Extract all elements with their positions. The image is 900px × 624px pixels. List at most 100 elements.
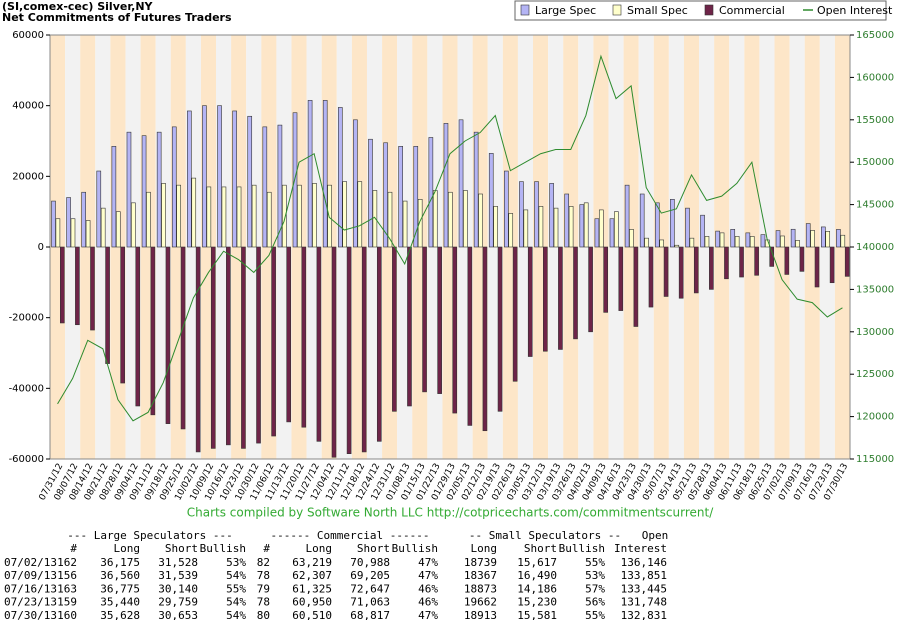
legend-label: Small Spec (627, 4, 688, 17)
bar (780, 235, 785, 248)
bar (609, 218, 615, 248)
bar (654, 202, 660, 248)
bar (538, 206, 544, 248)
table-cell: 133,445 (621, 582, 667, 595)
bar (286, 246, 292, 423)
table-cell: 53% (585, 569, 605, 582)
bar (709, 246, 714, 290)
bar (135, 246, 141, 407)
bar (829, 246, 835, 284)
bar (150, 246, 156, 416)
bar (312, 183, 317, 248)
table-cell: 60,510 (292, 609, 332, 620)
bar (543, 246, 548, 352)
bar (504, 170, 509, 248)
bar (422, 246, 427, 393)
bar (256, 246, 261, 444)
bar (448, 191, 453, 248)
bar (784, 246, 790, 275)
bar (342, 181, 347, 248)
bar (277, 124, 283, 248)
bar (171, 126, 177, 248)
table-cell: 55% (226, 582, 246, 595)
bar (693, 246, 699, 294)
table-cell: 31,528 (158, 556, 198, 569)
bar (432, 190, 438, 248)
bar (799, 246, 805, 272)
table-cell: 54% (226, 609, 246, 620)
bar (307, 100, 313, 248)
bar (165, 246, 171, 424)
bar (353, 119, 358, 248)
legend-swatch (612, 4, 622, 16)
bar (372, 190, 378, 248)
bar (180, 246, 186, 430)
bar (398, 146, 403, 248)
y2-tick-label: 155000 (856, 115, 894, 126)
bar (236, 186, 242, 248)
y2-tick-label: 165000 (856, 30, 894, 41)
table-cell: 162 (57, 556, 77, 569)
bar (232, 110, 237, 248)
bar (553, 207, 559, 248)
legend-label: Open Interest (817, 4, 893, 17)
bar (327, 184, 332, 248)
table-cell: 55% (585, 609, 605, 620)
bar (191, 177, 197, 248)
bar (473, 131, 479, 248)
bar (120, 246, 125, 384)
bar (478, 193, 483, 248)
bar (821, 226, 826, 248)
table-cell: 78 (257, 596, 270, 609)
table-column: Bullish (392, 542, 438, 555)
table-cell: 156 (57, 569, 77, 582)
bar (754, 246, 759, 276)
bar (663, 246, 669, 297)
table-cell: 35,440 (100, 596, 140, 609)
legend-label: Commercial (719, 4, 785, 17)
table-column: Interest (614, 542, 667, 555)
table-cell: 55% (585, 556, 605, 569)
bar (146, 191, 151, 248)
y2-tick-label: 135000 (856, 284, 894, 295)
bar (443, 123, 449, 248)
legend-box (514, 0, 887, 21)
bar (825, 231, 831, 248)
bar (836, 229, 841, 248)
bar (271, 246, 276, 437)
table-cell: 19662 (464, 596, 497, 609)
bar (437, 246, 442, 394)
bar (624, 184, 630, 248)
table-cell: 79 (257, 582, 270, 595)
bar (126, 131, 132, 248)
bar (734, 236, 740, 248)
bar (266, 191, 272, 248)
bar (467, 246, 473, 426)
table-cell: 53% (226, 556, 246, 569)
bar (573, 246, 578, 340)
table-cell: 15,581 (517, 609, 557, 620)
bar (187, 110, 192, 248)
table-cell: 163 (57, 582, 77, 595)
bar (210, 246, 216, 449)
y2-tick-label: 145000 (856, 200, 894, 211)
table-cell: 36,560 (100, 569, 140, 582)
bar (648, 246, 654, 308)
table-column: # (70, 542, 77, 555)
bar (644, 237, 649, 248)
table-cell: 36,175 (100, 556, 140, 569)
bar (805, 223, 811, 248)
bar (66, 197, 71, 248)
bar (614, 211, 619, 248)
bar (719, 232, 725, 248)
bar (795, 240, 800, 248)
bar (452, 246, 458, 414)
table-column: Short (524, 542, 557, 555)
bar (176, 184, 181, 248)
bar (508, 213, 514, 248)
y-tick-label: 60000 (12, 30, 44, 41)
table-cell: 56% (585, 596, 605, 609)
table-cell: 159 (57, 596, 77, 609)
bar (96, 170, 102, 248)
bar (247, 115, 253, 248)
